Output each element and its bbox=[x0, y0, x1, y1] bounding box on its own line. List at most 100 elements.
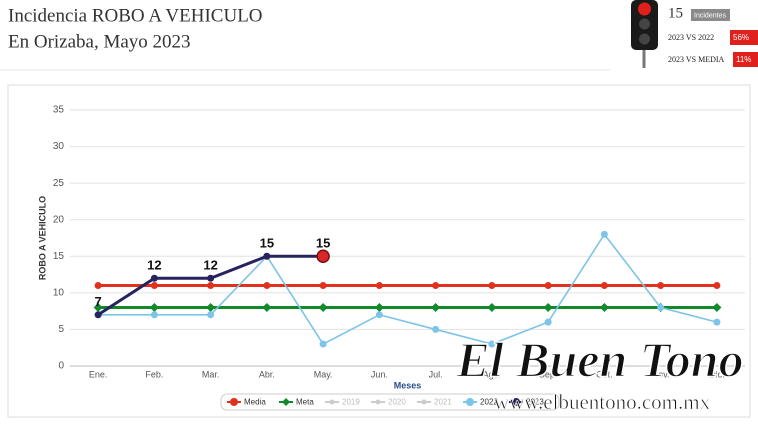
data-label: 12 bbox=[147, 258, 161, 273]
legend: Media Meta 2019 2020 2021 2022 2023 bbox=[220, 393, 560, 411]
data-point bbox=[599, 302, 609, 312]
data-point bbox=[149, 302, 159, 312]
legend-label: 2022 bbox=[480, 398, 498, 407]
data-point bbox=[319, 282, 327, 290]
watermark-brand: El Buen Tono bbox=[455, 331, 743, 387]
data-point bbox=[544, 282, 552, 290]
comparison-label: 2023 VS MEDIA bbox=[668, 55, 725, 64]
series-line bbox=[98, 232, 718, 346]
data-point bbox=[713, 282, 721, 290]
data-point bbox=[375, 282, 383, 290]
count-label: Incidentes bbox=[694, 12, 726, 19]
data-point bbox=[544, 318, 552, 326]
x-tick-label: Abr. bbox=[259, 369, 275, 379]
data-point bbox=[600, 230, 608, 238]
data-point bbox=[713, 318, 721, 326]
data-point bbox=[657, 282, 665, 290]
legend-label: 2023 bbox=[526, 398, 544, 407]
data-point bbox=[150, 274, 158, 282]
data-point bbox=[432, 282, 440, 290]
y-tick-label: 10 bbox=[53, 287, 65, 298]
legend-label: 2020 bbox=[388, 398, 406, 407]
comparison-badge bbox=[730, 30, 758, 45]
data-point bbox=[207, 274, 215, 282]
count-badge bbox=[691, 9, 730, 21]
data-point bbox=[374, 302, 384, 312]
comparison-value: 56% bbox=[733, 33, 749, 42]
data-point bbox=[94, 311, 102, 319]
data-point bbox=[488, 282, 496, 290]
y-tick-label: 5 bbox=[58, 324, 64, 335]
comparison-badge bbox=[733, 52, 758, 67]
chart-panel bbox=[7, 84, 751, 418]
data-point bbox=[93, 302, 103, 312]
legend-marker bbox=[421, 399, 427, 405]
subtitle: En Orizaba, Mayo 2023 bbox=[8, 31, 191, 52]
data-label: 7 bbox=[95, 294, 102, 309]
legend-marker bbox=[230, 398, 238, 406]
data-point bbox=[207, 282, 215, 290]
data-point bbox=[431, 302, 441, 312]
legend-label: Media bbox=[244, 398, 266, 407]
data-label: 12 bbox=[203, 258, 217, 273]
traffic-light-widget: 15 Incidentes 2023 VS 2022 56% 2023 VS M… bbox=[631, 0, 758, 68]
y-tick-label: 30 bbox=[53, 141, 65, 152]
comparison-label: 2023 VS 2022 bbox=[668, 33, 714, 42]
data-point bbox=[375, 311, 383, 319]
data-point bbox=[543, 302, 553, 312]
comparison-value: 11% bbox=[736, 55, 751, 64]
legend-label: 2019 bbox=[342, 398, 360, 407]
data-point bbox=[318, 302, 328, 312]
x-axis-label: Meses bbox=[394, 380, 422, 390]
watermark-url: www.elbuentono.com.mx bbox=[494, 390, 711, 414]
data-point bbox=[94, 282, 102, 290]
data-point bbox=[207, 311, 215, 319]
title: Incidencia ROBO A VEHICULO bbox=[8, 5, 263, 26]
x-tick-label: Dic. bbox=[709, 369, 725, 379]
data-point bbox=[657, 303, 665, 311]
y-tick-label: 0 bbox=[58, 361, 64, 372]
red-light bbox=[638, 2, 651, 16]
x-tick-label: May. bbox=[314, 369, 333, 379]
x-tick-label: Nov. bbox=[652, 369, 670, 379]
legend-marker bbox=[512, 398, 520, 406]
data-point bbox=[263, 282, 271, 290]
data-label: 15 bbox=[260, 236, 274, 251]
x-tick-label: Mar. bbox=[202, 369, 220, 379]
data-point bbox=[316, 249, 330, 264]
x-tick-label: Feb. bbox=[145, 369, 163, 379]
y-axis-label: ROBO A VEHICULO bbox=[37, 196, 47, 280]
count: 15 bbox=[668, 5, 683, 21]
y-tick-label: 25 bbox=[53, 178, 65, 189]
data-point bbox=[487, 302, 497, 312]
watermark: El Buen Tono www.elbuentono.com.mx bbox=[455, 331, 745, 414]
plot: 0 5 10 15 20 25 30 35 Ene. Feb. Mar. Abr. May. Jun. Ju… bbox=[37, 105, 745, 411]
x-tick-label: Sep. bbox=[539, 369, 558, 379]
data-point bbox=[600, 282, 608, 290]
legend-marker bbox=[375, 399, 381, 405]
legend-box bbox=[220, 393, 560, 411]
x-tick-label: Oct. bbox=[596, 369, 613, 379]
x-tick-label: Jul. bbox=[429, 369, 443, 379]
y-tick-label: 35 bbox=[53, 105, 65, 116]
data-point bbox=[263, 252, 271, 260]
data-point bbox=[150, 311, 158, 319]
legend-marker bbox=[466, 398, 474, 406]
data-label: 15 bbox=[316, 236, 330, 251]
x-tick-label: Ene. bbox=[89, 369, 108, 379]
x-tick-label: Ago. bbox=[483, 369, 502, 379]
data-point bbox=[488, 340, 496, 348]
legend-label: 2021 bbox=[434, 398, 452, 407]
green-light bbox=[639, 33, 650, 45]
data-point bbox=[319, 340, 327, 348]
data-point bbox=[432, 325, 440, 333]
data-point bbox=[712, 302, 722, 312]
legend-marker bbox=[282, 398, 290, 406]
data-point bbox=[150, 282, 158, 290]
x-tick-label: Jun. bbox=[371, 369, 388, 379]
data-point bbox=[262, 302, 272, 312]
legend-marker bbox=[329, 399, 335, 405]
data-point bbox=[206, 302, 216, 312]
